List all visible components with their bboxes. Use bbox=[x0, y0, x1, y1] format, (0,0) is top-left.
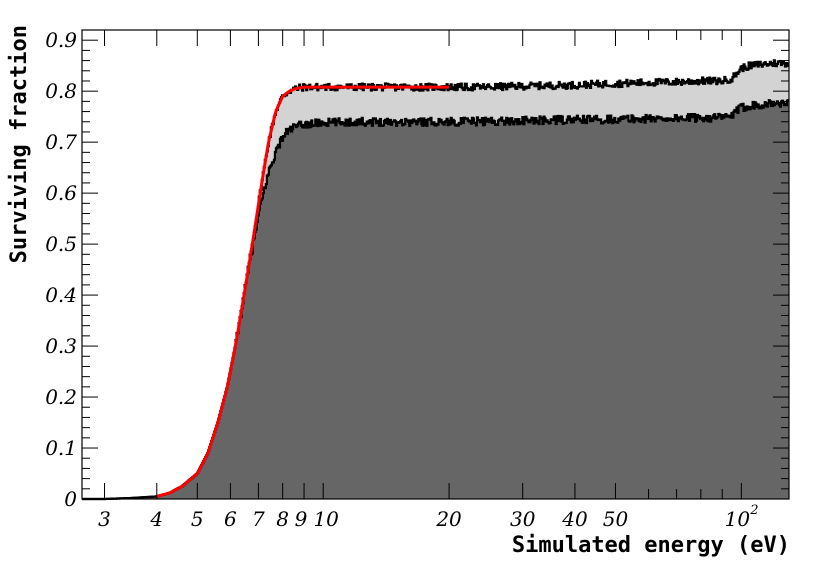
axes: 00.10.20.30.40.50.60.70.80.93 4 5 6 7 8 9 10 20 3… bbox=[45, 28, 790, 531]
x-tick-label: 20 bbox=[435, 507, 462, 531]
y-tick-label: 0.1 bbox=[45, 436, 77, 460]
lower-histogram-fill bbox=[82, 100, 789, 499]
x-tick-label-exp-base: 10 bbox=[725, 507, 751, 531]
x-tick-label: 7 bbox=[252, 507, 265, 531]
x-tick-label: 6 bbox=[224, 507, 237, 531]
x-tick-label: 8 bbox=[276, 507, 289, 531]
x-tick-label: 9 bbox=[295, 507, 308, 531]
x-tick-label-exp-power: 2 bbox=[749, 503, 758, 518]
x-tick-label: 5 bbox=[191, 507, 204, 531]
x-tick-label: 4 bbox=[149, 507, 163, 531]
y-tick-label: 0.8 bbox=[45, 79, 77, 103]
x-tick-label: 50 bbox=[603, 507, 629, 531]
y-tick-label: 0 bbox=[64, 487, 77, 511]
y-tick-label: 0.4 bbox=[45, 283, 77, 307]
fit-curve bbox=[156, 85, 450, 498]
y-tick-label: 0.3 bbox=[45, 334, 77, 358]
x-axis-title: Simulated energy (eV) bbox=[512, 533, 790, 558]
y-axis-title: Surviving fraction bbox=[7, 25, 32, 263]
y-tick-label: 0.6 bbox=[45, 181, 77, 205]
x-tick-label: 40 bbox=[561, 507, 588, 531]
x-tick-label: 10 bbox=[313, 507, 339, 531]
y-tick-label: 0.5 bbox=[45, 232, 77, 256]
y-tick-label: 0.7 bbox=[45, 130, 77, 154]
y-tick-label: 0.9 bbox=[45, 28, 77, 52]
y-tick-label: 0.2 bbox=[45, 385, 77, 409]
x-tick-label: 3 bbox=[98, 507, 111, 531]
x-tick-label: 30 bbox=[510, 507, 536, 531]
plot-area bbox=[82, 59, 790, 501]
